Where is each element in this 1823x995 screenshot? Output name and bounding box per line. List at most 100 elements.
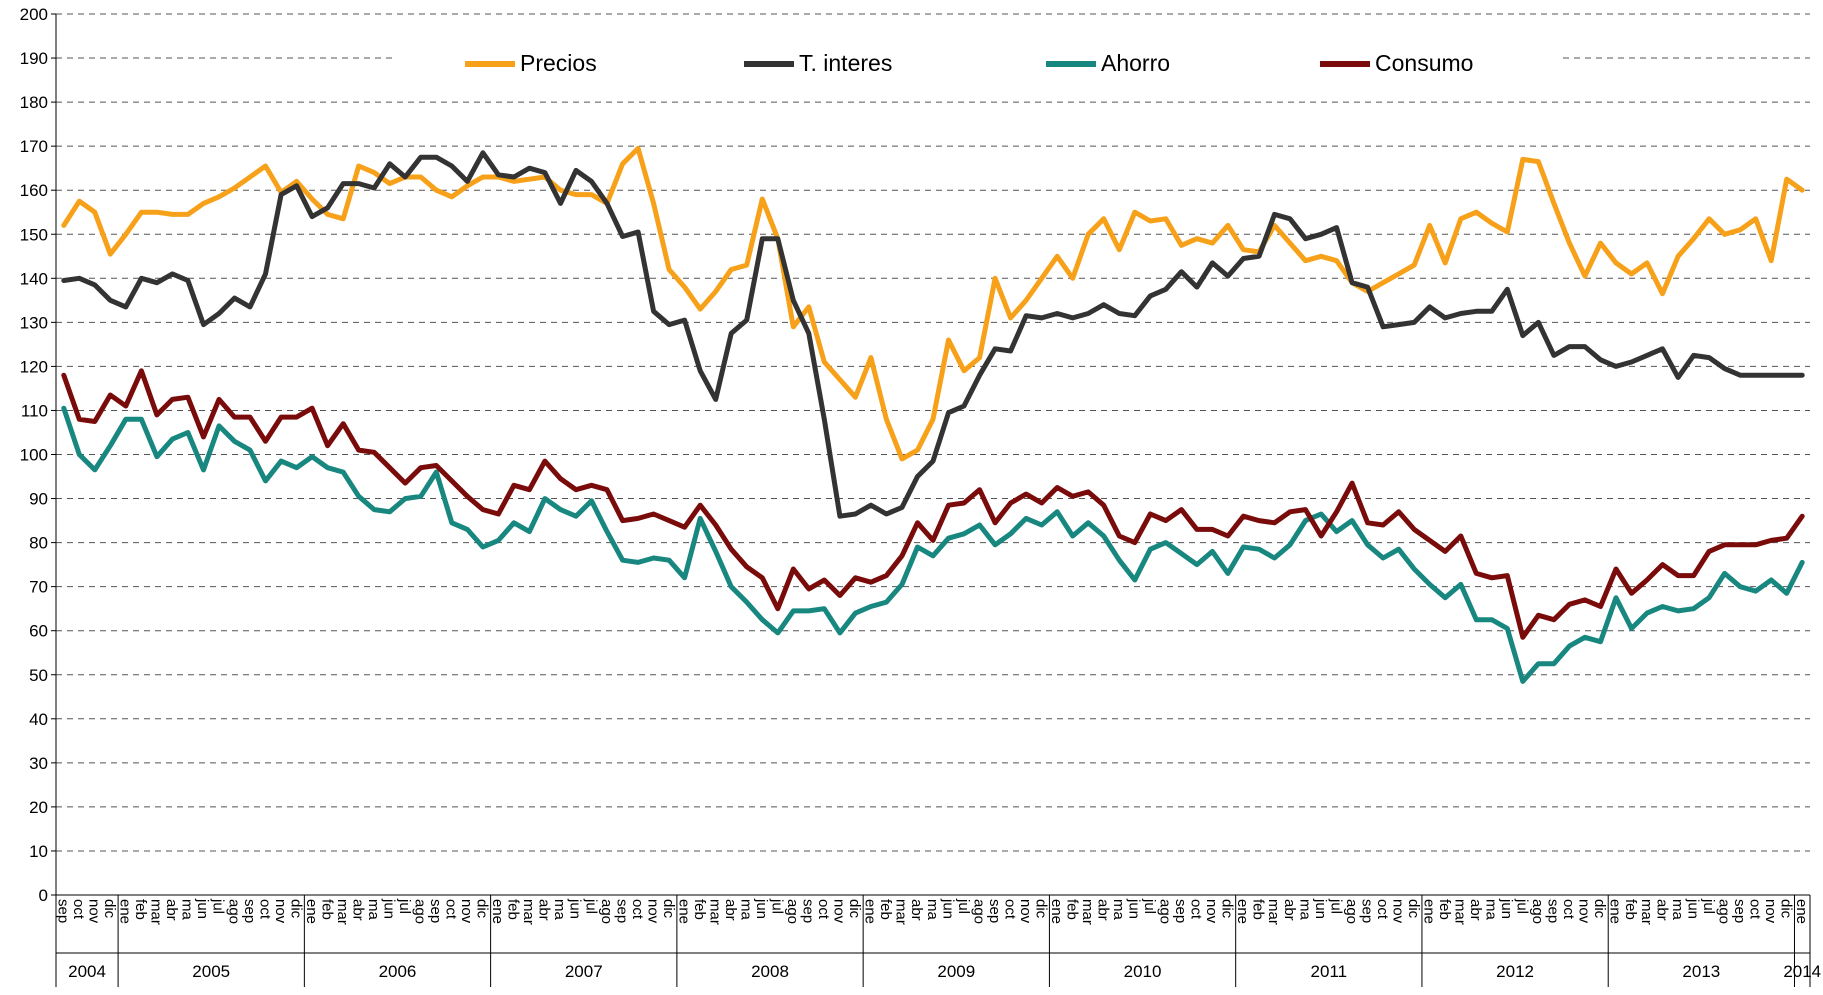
x-tick-label: ago (1157, 899, 1174, 924)
legend-label: Precios (520, 50, 597, 76)
y-tick-label: 40 (29, 710, 48, 729)
x-tick-label: jun (194, 898, 211, 919)
x-tick-label: abr (536, 899, 553, 921)
y-tick-label: 0 (39, 886, 48, 905)
x-tick-label: mar (1638, 899, 1655, 925)
x-tick-label: mar (893, 899, 910, 925)
x-tick-label: mar (520, 899, 537, 925)
x-tick-label: nov (86, 899, 103, 924)
x-group-label: 2006 (379, 962, 417, 981)
x-tick-label: oct (1560, 899, 1577, 920)
y-tick-label: 130 (20, 313, 48, 332)
y-tick-label: 180 (20, 93, 48, 112)
y-tick-label: 100 (20, 446, 48, 465)
x-tick-label: oct (629, 899, 646, 920)
x-tick-label: ago (598, 899, 615, 924)
x-tick-label: ma (551, 899, 568, 920)
x-tick-label: jul (210, 898, 227, 914)
x-tick-label: mar (1265, 899, 1282, 925)
x-tick-label: oct (1188, 899, 1205, 920)
x-tick-label: feb (1436, 899, 1453, 920)
x-tick-label: abr (349, 899, 366, 921)
x-tick-label: sep (986, 899, 1003, 923)
x-tick-label: oct (815, 899, 832, 920)
y-tick-label: 190 (20, 49, 48, 68)
y-tick-label: 140 (20, 269, 48, 288)
x-tick-label: jul (1514, 898, 1531, 914)
x-tick-label: sep (55, 899, 72, 923)
y-tick-label: 60 (29, 622, 48, 641)
y-tick-label: 10 (29, 842, 48, 861)
x-tick-label: ma (1483, 899, 1500, 920)
x-tick-label: dic (101, 899, 118, 919)
x-group-label: 2008 (751, 962, 789, 981)
series-line (61, 150, 1805, 519)
x-tick-label: jun (939, 898, 956, 919)
x-tick-label: sep (800, 899, 817, 923)
legend-label: Ahorro (1101, 50, 1170, 76)
x-tick-label: dic (1777, 899, 1794, 919)
x-group-label: 2013 (1682, 962, 1720, 981)
x-tick-label: ago (1715, 899, 1732, 924)
x-tick-label: ene (1048, 899, 1065, 924)
y-tick-label: 50 (29, 666, 48, 685)
x-tick-label: dic (474, 899, 491, 919)
y-tick-label: 90 (29, 490, 48, 509)
x-tick-label: abr (1653, 899, 1670, 921)
x-tick-label: abr (163, 899, 180, 921)
legend-label: T. interes (799, 50, 892, 76)
x-tick-label: abr (722, 899, 739, 921)
x-tick-label: dic (846, 899, 863, 919)
x-tick-label: jul (955, 898, 972, 914)
x-tick-label: nov (458, 899, 475, 924)
x-group-label: 2007 (565, 962, 603, 981)
x-tick-label: ago (1529, 899, 1546, 924)
x-tick-label: ene (1793, 899, 1810, 924)
x-tick-label: jul (769, 898, 786, 914)
x-tick-label: sep (427, 899, 444, 923)
x-tick-label: jun (1684, 898, 1701, 919)
legend-label: Consumo (1375, 50, 1473, 76)
x-tick-label: ma (737, 899, 754, 920)
y-tick-label: 20 (29, 798, 48, 817)
x-tick-label: sep (613, 899, 630, 923)
series-line (61, 405, 1805, 684)
y-tick-label: 170 (20, 137, 48, 156)
x-tick-label: sep (1358, 899, 1375, 923)
x-tick-label: ma (179, 899, 196, 920)
x-tick-label: mar (148, 899, 165, 925)
y-tick-label: 30 (29, 754, 48, 773)
x-tick-label: abr (1281, 899, 1298, 921)
x-tick-label: ene (117, 899, 134, 924)
x-tick-label: feb (132, 899, 149, 920)
x-tick-label: oct (256, 899, 273, 920)
x-tick-label: feb (318, 899, 335, 920)
x-tick-label: mar (706, 899, 723, 925)
x-tick-label: abr (908, 899, 925, 921)
x-tick-label: nov (1762, 899, 1779, 924)
x-tick-label: dic (1219, 899, 1236, 919)
x-tick-label: sep (241, 899, 258, 923)
x-tick-label: jul (1141, 898, 1158, 914)
x-tick-label: ene (303, 899, 320, 924)
x-tick-label: nov (1203, 899, 1220, 924)
x-tick-label: ago (1343, 899, 1360, 924)
x-tick-label: ene (1420, 899, 1437, 924)
x-tick-label: abr (1094, 899, 1111, 921)
x-tick-label: nov (1389, 899, 1406, 924)
x-tick-label: abr (1467, 899, 1484, 921)
x-tick-label: ene (675, 899, 692, 924)
x-group-label: 2004 (68, 962, 106, 981)
x-tick-label: sep (1731, 899, 1748, 923)
x-tick-label: ene (1234, 899, 1251, 924)
x-tick-label: jun (567, 898, 584, 919)
x-tick-label: ma (1296, 899, 1313, 920)
series-line (61, 368, 1805, 640)
x-tick-label: ma (1110, 899, 1127, 920)
x-tick-label: ma (1669, 899, 1686, 920)
x-tick-label: jul (1327, 898, 1344, 914)
x-tick-label: feb (1250, 899, 1267, 920)
x-tick-label: dic (1405, 899, 1422, 919)
x-tick-label: jun (1312, 898, 1329, 919)
